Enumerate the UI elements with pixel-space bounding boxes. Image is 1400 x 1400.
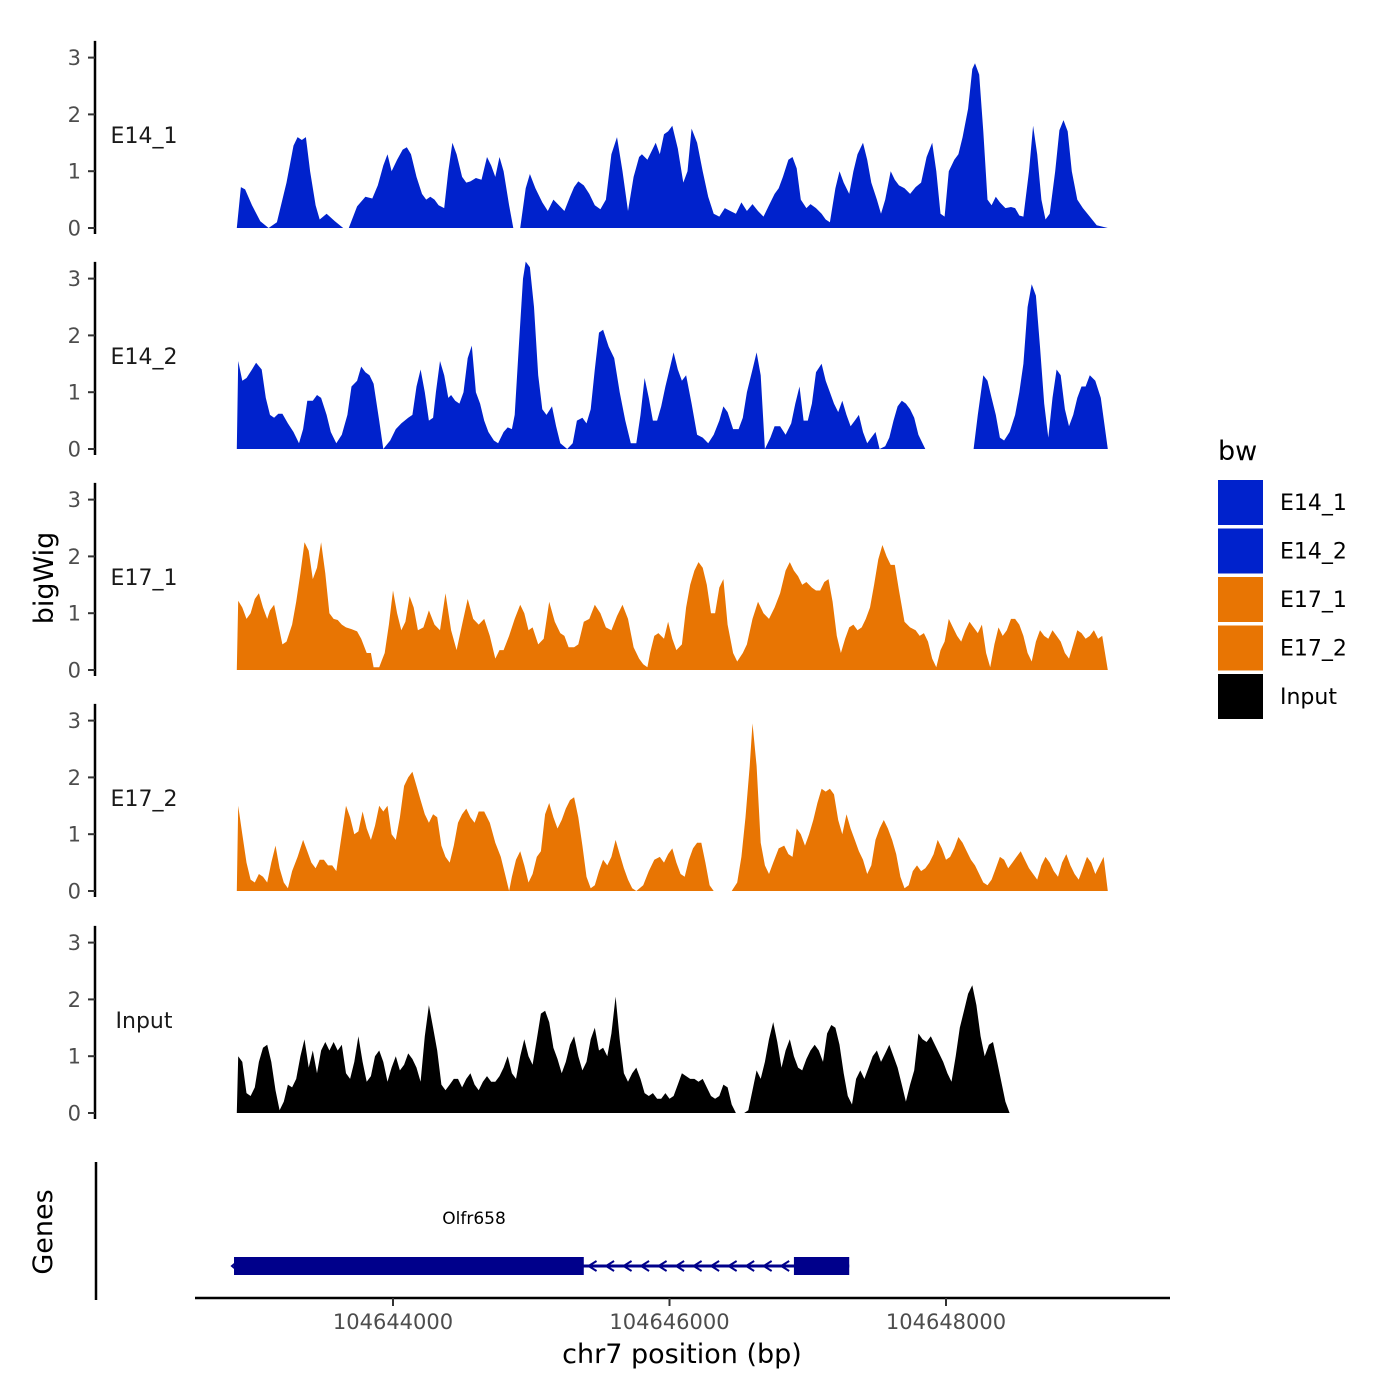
strand-arrow: [744, 1260, 755, 1272]
y-tick-label: 3: [68, 931, 81, 955]
y-tick-label: 0: [68, 1102, 81, 1126]
strand-arrow: [621, 1260, 633, 1272]
y-tick-label: 1: [68, 1045, 81, 1069]
y-tick-label: 2: [68, 103, 81, 127]
gene-exon: [234, 1257, 584, 1275]
y-tick-label: 1: [68, 823, 81, 847]
y-tick-label: 0: [68, 438, 81, 462]
strand-arrow: [604, 1260, 615, 1272]
strand-arrow: [230, 1260, 239, 1272]
strand-arrow: [779, 1260, 790, 1272]
gene-label: Olfr658: [442, 1209, 506, 1229]
x-tick-label: 104646000: [609, 1310, 729, 1334]
track-label: Input: [116, 1009, 173, 1034]
legend-label: E17_1: [1280, 588, 1347, 613]
strand-arrow: [761, 1260, 773, 1272]
coverage-area-e14-1: [236, 63, 1108, 228]
legend-swatch: [1218, 625, 1263, 671]
track-panel-e17-2: 0 1 2 3 E17_2: [68, 703, 1108, 904]
coverage-area-e17-2: [236, 723, 1108, 891]
y-tick-label: 1: [68, 381, 81, 405]
track-panel-input: 0 1 2 3 Input: [68, 925, 1010, 1126]
strand-arrow: [674, 1260, 685, 1272]
legend-swatch: [1218, 480, 1263, 525]
y-tick-label: 3: [68, 709, 81, 733]
legend-swatch: [1218, 577, 1263, 622]
track-label: E17_2: [111, 787, 178, 812]
legend: bw E14_1 E14_2 E17_1 E17_2 Input: [1218, 436, 1347, 719]
gene-shapes: [230, 1257, 850, 1275]
track-label: E14_1: [111, 124, 178, 149]
genes-track-title: Genes: [28, 1189, 59, 1274]
y-tick-label: 2: [68, 988, 81, 1012]
legend-label: E14_1: [1280, 491, 1347, 516]
y-tick-label: 0: [68, 217, 81, 241]
strand-arrow: [691, 1260, 703, 1272]
track-panel-e14-2: 0 1 2 3 E14_2: [68, 261, 1108, 462]
y-tick-label: 3: [68, 488, 81, 512]
strand-arrow: [586, 1260, 598, 1272]
legend-label: Input: [1280, 685, 1337, 710]
track-panel-e14-1: 0 1 2 3 E14_1: [68, 40, 1108, 241]
strand-arrow: [726, 1260, 738, 1272]
y-tick-label: 0: [68, 659, 81, 683]
track-label: E14_2: [111, 345, 178, 370]
y-tick-label: 1: [68, 602, 81, 626]
y-tick-label: 1: [68, 160, 81, 184]
y-tick-label: 2: [68, 324, 81, 348]
x-axis: 104644000 104646000 104648000: [195, 1296, 1170, 1334]
legend-label: E14_2: [1280, 540, 1347, 565]
legend-swatch: [1218, 674, 1263, 719]
x-axis-title: chr7 position (bp): [562, 1339, 802, 1370]
y-axis-title: bigWig: [29, 532, 60, 625]
x-tick-label: 104648000: [886, 1310, 1006, 1334]
coverage-area-input: [236, 985, 1010, 1113]
y-tick-label: 2: [68, 766, 81, 790]
legend-label: E17_2: [1280, 637, 1347, 662]
strand-arrow: [709, 1260, 720, 1272]
y-tick-label: 3: [68, 46, 81, 70]
y-tick-label: 0: [68, 880, 81, 904]
bigwig-panels: 0 1 2 3 E14_1 0 1 2 3 E14_2 0 1 2 3 E17_1 0 1 2 3 E17_2 0 1 2 3…: [68, 40, 1108, 1126]
strand-arrow: [639, 1260, 650, 1272]
track-panel-e17-1: 0 1 2 3 E17_1: [68, 482, 1108, 683]
track-label: E17_1: [111, 566, 178, 591]
legend-swatch: [1218, 528, 1263, 574]
genes-track: Genes Olfr658: [28, 1162, 850, 1300]
legend-title: bw: [1218, 436, 1257, 467]
x-tick-label: 104644000: [333, 1310, 453, 1334]
y-tick-label: 2: [68, 545, 81, 569]
y-tick-label: 3: [68, 267, 81, 291]
gene-exon: [793, 1257, 850, 1275]
coverage-area-e14-2: [236, 261, 1108, 449]
coverage-area-e17-1: [236, 542, 1108, 670]
strand-arrow: [656, 1260, 668, 1272]
